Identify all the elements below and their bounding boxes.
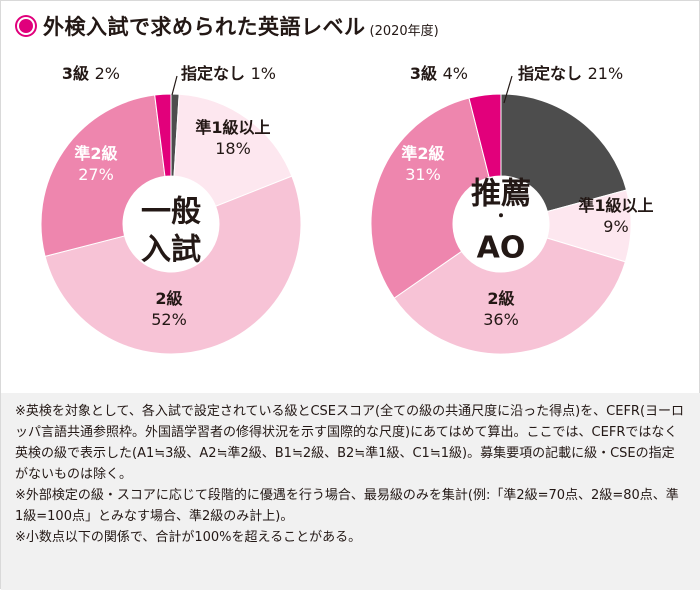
slice-label-1-5: 3級 2% <box>62 64 120 83</box>
chart-title: 外検入試で求められた英語レベル <box>43 15 366 39</box>
slice-label-1-1: 指定なし 1% <box>181 64 276 83</box>
charts-area: 一般 入試 指定なし 1% 準1級以上 18% 2級 52% 準2級 27% 3級 2% 推薦・ AO… <box>1 41 700 391</box>
slice-value-1-2: 18% <box>215 139 251 158</box>
slice-1-2 <box>173 93 293 207</box>
slice-2-4 <box>370 97 490 299</box>
slice-2-1 <box>500 93 628 213</box>
slice-label-2-1: 指定なし 21% <box>518 64 623 83</box>
slice-1-3 <box>44 175 302 355</box>
slice-value-2-4: 31% <box>405 165 441 184</box>
leader-line-1-1 <box>171 75 178 96</box>
slice-2-5 <box>468 93 502 179</box>
slice-value-1-4: 27% <box>78 165 114 184</box>
slice-label-1-2: 準1級以上 <box>195 118 270 137</box>
center-label-2-2: ・ <box>493 207 509 226</box>
bullet-icon <box>19 19 33 33</box>
slice-2-3 <box>393 237 626 355</box>
leader-line-2-1 <box>503 75 513 104</box>
slice-value-1-3: 52% <box>151 310 187 329</box>
center-label-1-2: 入試 <box>141 233 201 268</box>
slice-1-4 <box>40 94 166 257</box>
slice-label-1-3: 2級 <box>155 289 182 308</box>
title-row: 外検入試で求められた英語レベル (2020年度) <box>15 11 439 41</box>
notes-panel: ※英検を対象として、各入試で設定されている級とCSEスコア(全ての級の共通尺度に… <box>1 393 700 590</box>
note-2: ※外部検定の級・スコアに応じて段階的に優遇を行う場合、最易級のみを集計(例:「準… <box>15 488 679 524</box>
note-3: ※小数点以下の関係で、合計が100%を超えることがある。 <box>15 530 362 545</box>
chart-title-year: (2020年度) <box>369 23 439 39</box>
slice-1-5 <box>154 93 172 177</box>
slice-label-2-2: 準1級以上 <box>578 196 653 215</box>
center-label-2-3: AO <box>477 231 526 266</box>
slice-label-2-4: 準2級 <box>401 144 444 163</box>
slice-label-2-5: 3級 4% <box>410 64 468 83</box>
center-label-2-1: 推薦 <box>471 177 531 212</box>
center-label-1-1: 一般 <box>141 195 201 230</box>
slice-value-2-3: 36% <box>483 310 519 329</box>
donut-chart-2: 推薦・ AO 指定なし 21% 準1級以上 9% 2級 36% 準2級 31% 3級 4% <box>370 64 654 355</box>
slice-label-1-4: 準2級 <box>74 144 117 163</box>
note-1: ※英検を対象として、各入試で設定されている級とCSEスコア(全ての級の共通尺度に… <box>15 404 685 482</box>
slice-value-2-2: 9% <box>603 217 628 236</box>
slice-label-2-3: 2級 <box>487 289 514 308</box>
